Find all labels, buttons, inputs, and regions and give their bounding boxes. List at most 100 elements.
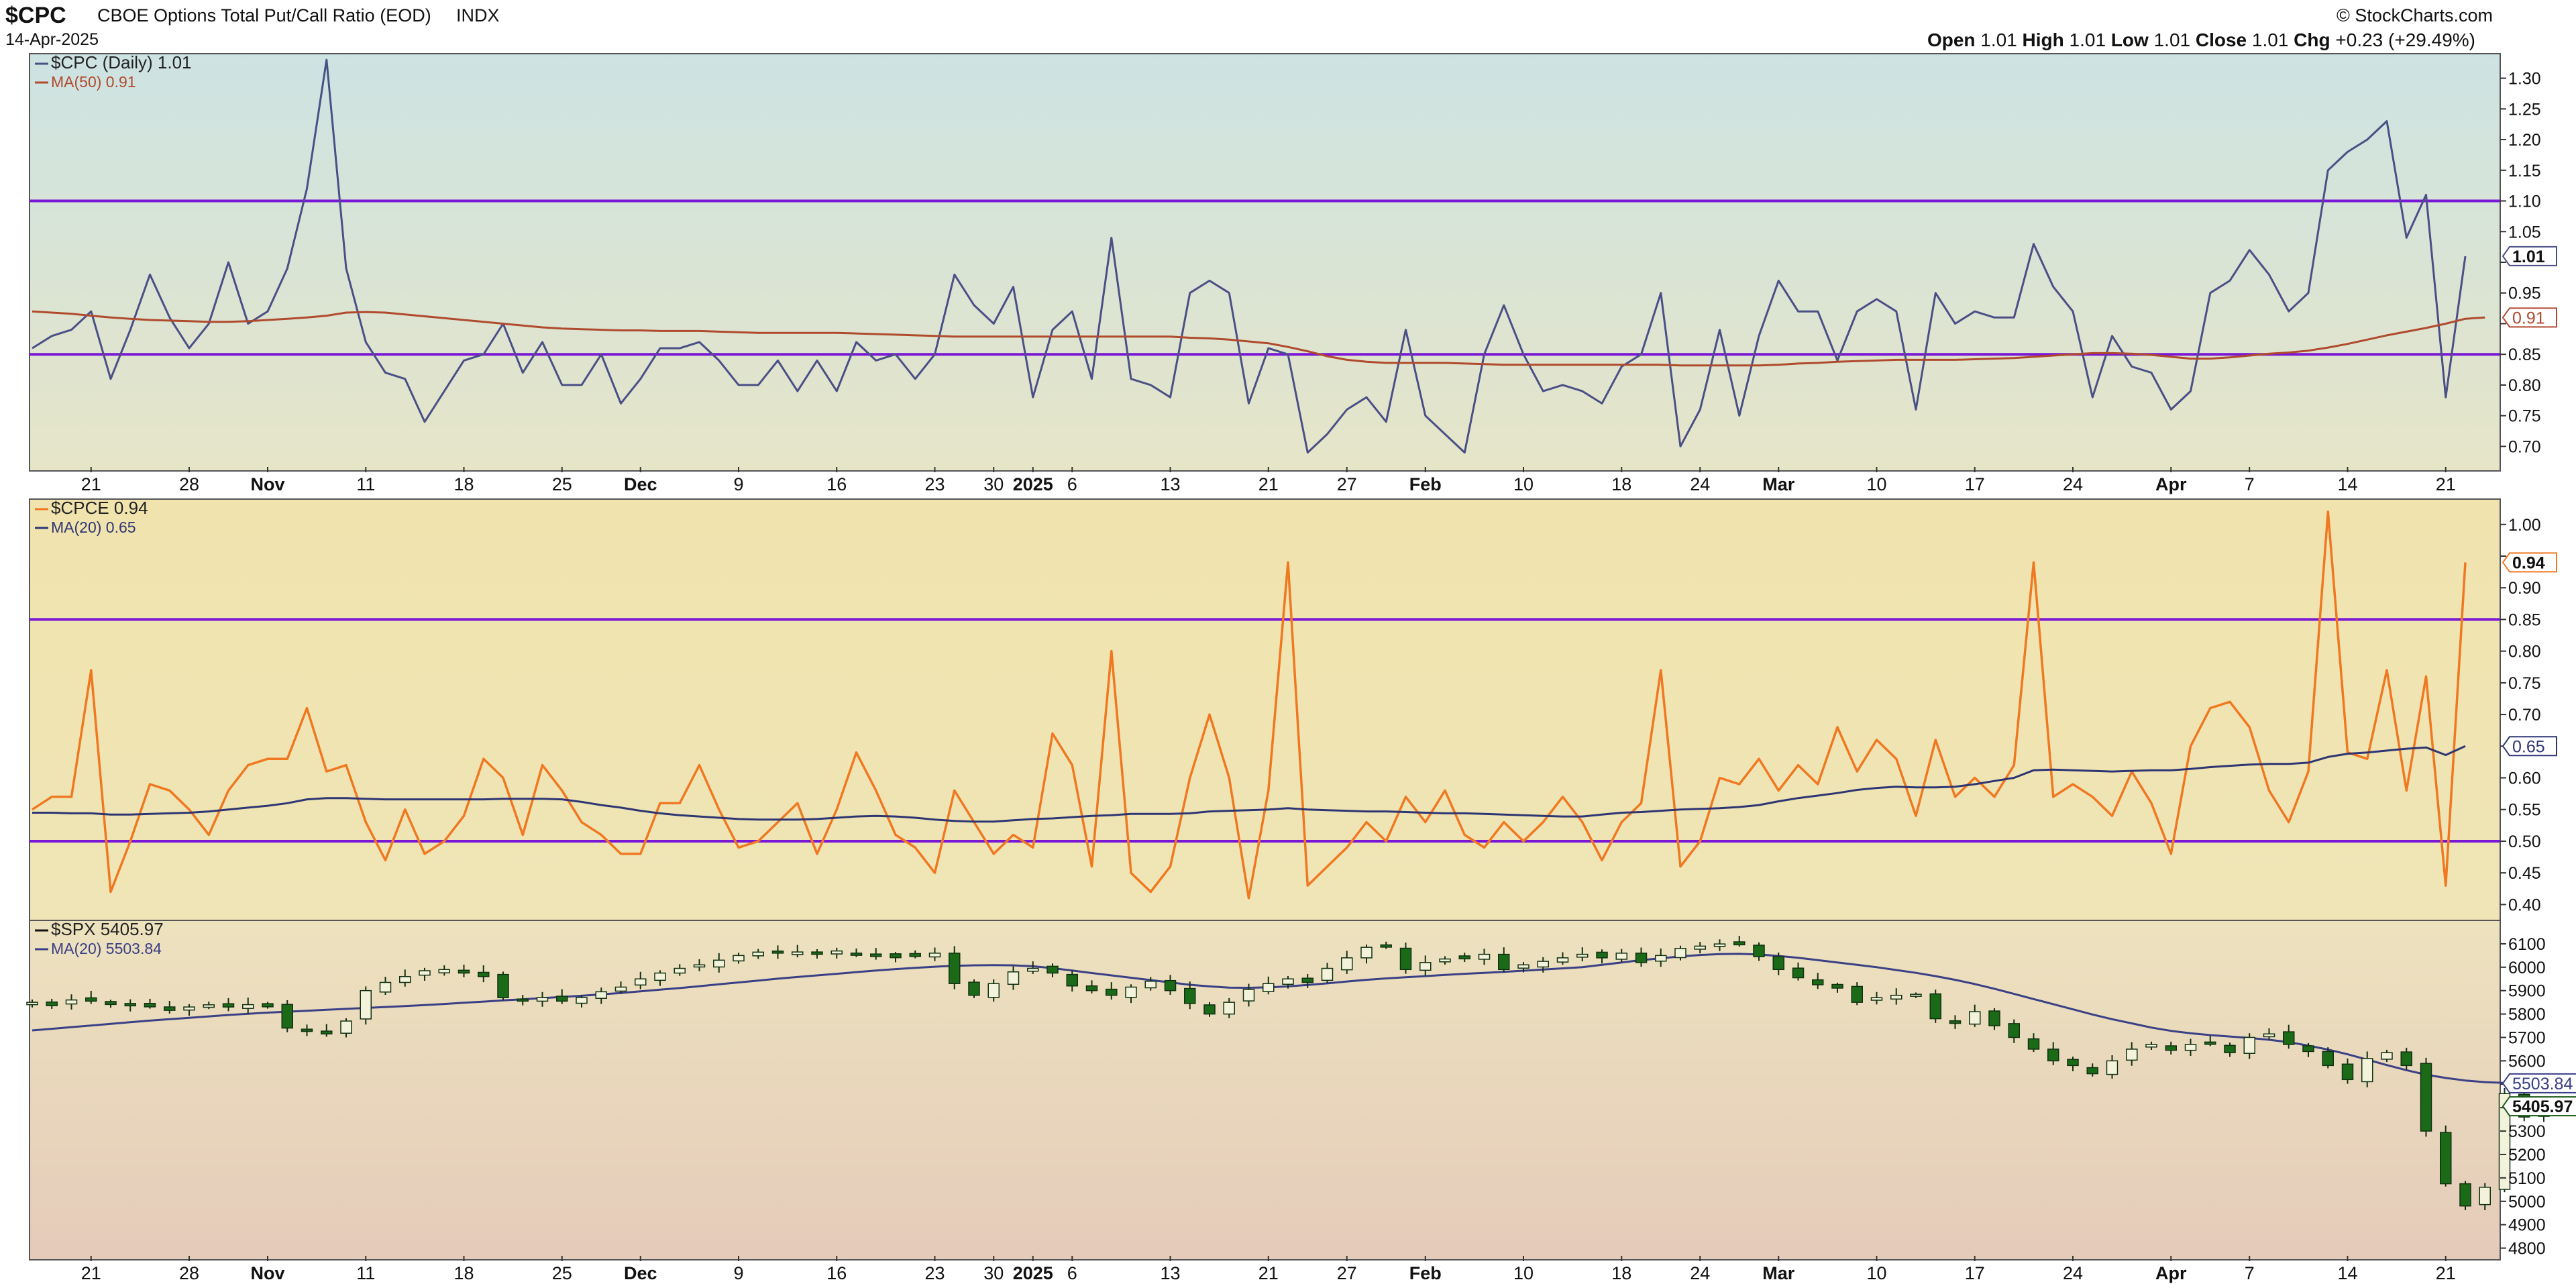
candle-body-up [654,972,666,981]
candle [1910,992,1922,998]
candle-body-down [2322,1051,2334,1067]
candle [890,952,902,963]
candle [321,1024,333,1037]
chart-date: 14-Apr-2025 [5,30,99,49]
legend-entry: MA(20) 5503.84 [51,940,162,957]
candle [968,979,980,998]
series-line-main [32,511,2467,900]
candle-body-up [438,969,450,973]
candle-body-down [301,1028,313,1032]
x-axis-bottom: 21 28 Nov 11 18 25 Dec 9 16 23 30 2025 6 13 21 27 Feb 10 1… [81,1256,2456,1283]
candle [614,981,627,994]
candle-body-down [949,953,961,984]
x-tick-label: 18 [1611,1263,1631,1283]
candle-body-down [1596,951,1608,959]
candle-body-down [2067,1059,2079,1067]
x-tick-label: 21 [1258,474,1279,494]
candle [595,987,607,1004]
y-tick-label: 5700 [2508,1028,2546,1047]
candle [458,964,470,977]
last-value-tag: 0.94 [2502,552,2557,573]
x-tick-label: 9 [733,1263,743,1283]
candle [1301,973,1313,988]
candle [1321,963,1334,983]
candle [1596,949,1608,964]
candle [1812,973,1824,989]
x-tick-label: 13 [1160,1263,1180,1283]
candle-body-down [1753,945,1765,957]
y-tick-label: 0.60 [2508,769,2541,788]
x-tick-label: 10 [1513,474,1534,494]
candle [2243,1033,2255,1059]
exchange: INDX [456,5,500,25]
x-tick-label: 7 [2245,474,2255,494]
candle [242,998,254,1014]
candle-body-up [1556,957,1569,963]
x-axis-top: 21 28 Nov 11 18 25 Dec 9 16 23 30 2025 6 13 21 27 Feb 10 1… [81,467,2456,494]
candle-body-down [811,951,823,955]
x-tick-label: 2025 [1013,474,1053,494]
candle [379,977,392,995]
last-value-tag: 0.65 [2502,736,2557,756]
candle [635,971,647,989]
ohlc-readout: Open 1.01 High 1.01 Low 1.01 Close 1.01 … [1927,30,2475,50]
ohlc-label-low: Low [2106,30,2154,50]
candle-body-up [1321,967,1334,981]
candle-body-up [1890,994,1902,1000]
x-tick-label: 6 [1067,474,1077,494]
last-value-tag-box [2502,552,2557,573]
candle-body-up [2361,1058,2373,1083]
last-value-tag-box [2502,246,2557,266]
x-tick-label: 13 [1160,474,1180,494]
candle-body-up [1242,989,1255,1002]
y-tick-label: 1.20 [2508,131,2541,150]
x-tick-label: 24 [1690,1263,1710,1283]
candle-body-down [1203,1004,1216,1015]
candle-body-up [1027,967,1039,972]
candle-body-up [340,1020,352,1034]
candle-body-down [556,996,568,1002]
last-value-tag-text: 0.65 [2512,737,2545,756]
last-value-tag-text: 5503.84 [2512,1075,2573,1093]
candle-body-up [1263,983,1275,992]
x-tick-label: Dec [624,474,657,494]
candle [576,994,588,1008]
last-value-tag-text: 0.94 [2512,553,2545,572]
x-tick-label: 11 [356,1263,375,1283]
panel-spx: 6100 6000 5900 5800 5700 5600 5300 5200 5100 5000… [26,919,2576,1260]
x-tick-label: Feb [1409,1263,1442,1283]
y-tick-label: 5600 [2508,1052,2546,1071]
ohlc-label-open: Open [1927,30,1980,50]
candle [262,1002,274,1009]
candle [85,991,97,1004]
candle-body-up [1144,980,1157,989]
candle-body-down [105,1001,117,1006]
candle [693,959,706,971]
candle-body-up [1007,971,1020,985]
panel-cpc: 1.30 1.25 1.20 1.15 1.10 1.05 0.95 0.85 0.80 0.75… [29,52,2557,472]
x-tick-label: 21 [81,1263,101,1283]
candle-body-down [262,1003,274,1008]
candle-body-down [2165,1045,2177,1051]
candle-body-up [2263,1033,2275,1038]
candle [438,965,450,976]
last-value-tag: 1.01 [2502,246,2557,266]
y-tick-label: 0.70 [2508,437,2541,456]
candle [2027,1033,2040,1053]
symbol: $CPC [5,3,66,28]
y-tick-label: 0.45 [2508,864,2541,883]
x-tick-label: 21 [1258,1263,1279,1283]
x-tick-label: 18 [1611,474,1631,494]
candle-body-up [1223,1002,1235,1015]
candle-body-down [1085,985,1098,991]
candle [1007,966,1020,990]
candle-body-up [1694,945,1706,950]
y-tick-label: 0.90 [2508,579,2541,598]
instrument-name: CBOE Options Total Put/Call Ratio (EOD) [97,5,431,25]
candle-body-up [2243,1036,2255,1054]
candle-body-down [1046,965,1059,974]
panel-cpc-bg [29,53,2501,472]
x-tick-label: 14 [2337,474,2357,494]
series-line-ma [32,745,2466,823]
candle [1988,1008,2000,1030]
